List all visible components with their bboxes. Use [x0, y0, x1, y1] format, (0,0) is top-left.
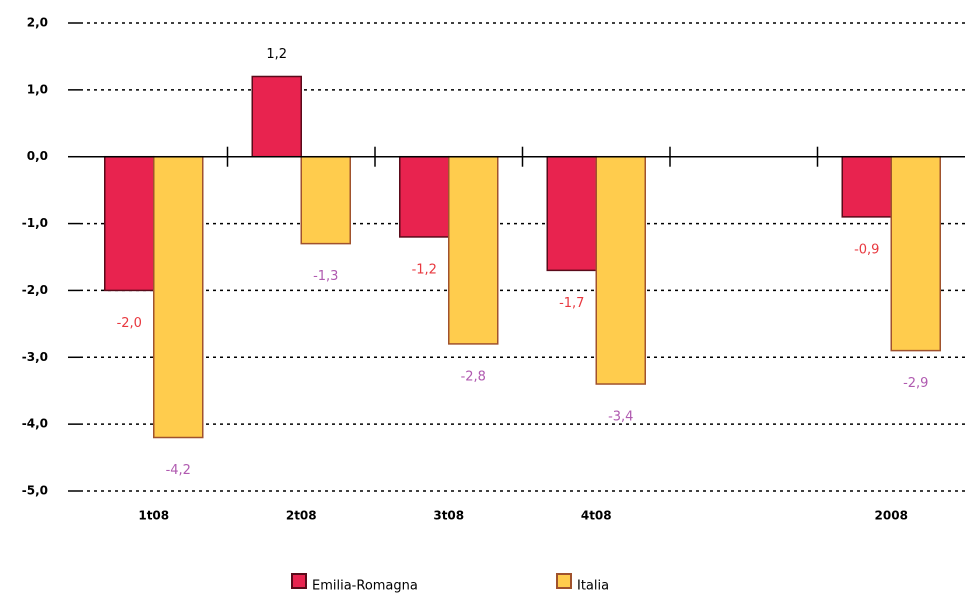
bar: [448, 155, 499, 345]
legend-swatch: [556, 573, 572, 589]
x-tick-label: 3t08: [433, 509, 464, 523]
y-tick-label: 1,0: [27, 82, 48, 96]
y-tick-label: -5,0: [22, 484, 48, 498]
y-tick-label: -2,0: [22, 283, 48, 297]
x-tick-label: 1t08: [138, 509, 169, 523]
y-tick-label: -3,0: [22, 350, 48, 364]
y-tick-label: -4,0: [22, 417, 48, 431]
value-label: -1,7: [559, 296, 584, 311]
y-tick-label: 0,0: [27, 149, 48, 163]
value-label: -2,0: [117, 316, 142, 331]
bar: [890, 155, 941, 352]
y-tick-label: -1,0: [22, 216, 48, 230]
y-tick-label: 2,0: [27, 16, 48, 30]
bar: [153, 155, 204, 439]
value-label: -2,8: [461, 369, 486, 384]
value-label: -2,9: [903, 376, 928, 391]
value-label: -1,3: [313, 269, 338, 284]
bar: [251, 75, 302, 158]
x-tick-label: 4t08: [581, 509, 612, 523]
bar: [104, 155, 155, 292]
legend-label: Emilia-Romagna: [312, 579, 418, 594]
bar: [841, 155, 892, 218]
value-label: -3,4: [608, 410, 633, 425]
legend-label: Italia: [577, 579, 609, 594]
value-label: -1,2: [412, 262, 437, 277]
x-tick-label: 2008: [875, 509, 908, 523]
value-label: 1,2: [266, 47, 287, 62]
legend-swatch: [291, 573, 307, 589]
bar: [300, 155, 351, 245]
bar: [546, 155, 597, 272]
bar: [595, 155, 646, 385]
value-label: -0,9: [854, 242, 879, 257]
bar: [399, 155, 450, 238]
value-label: -4,2: [166, 463, 191, 478]
x-tick-label: 2t08: [286, 509, 317, 523]
